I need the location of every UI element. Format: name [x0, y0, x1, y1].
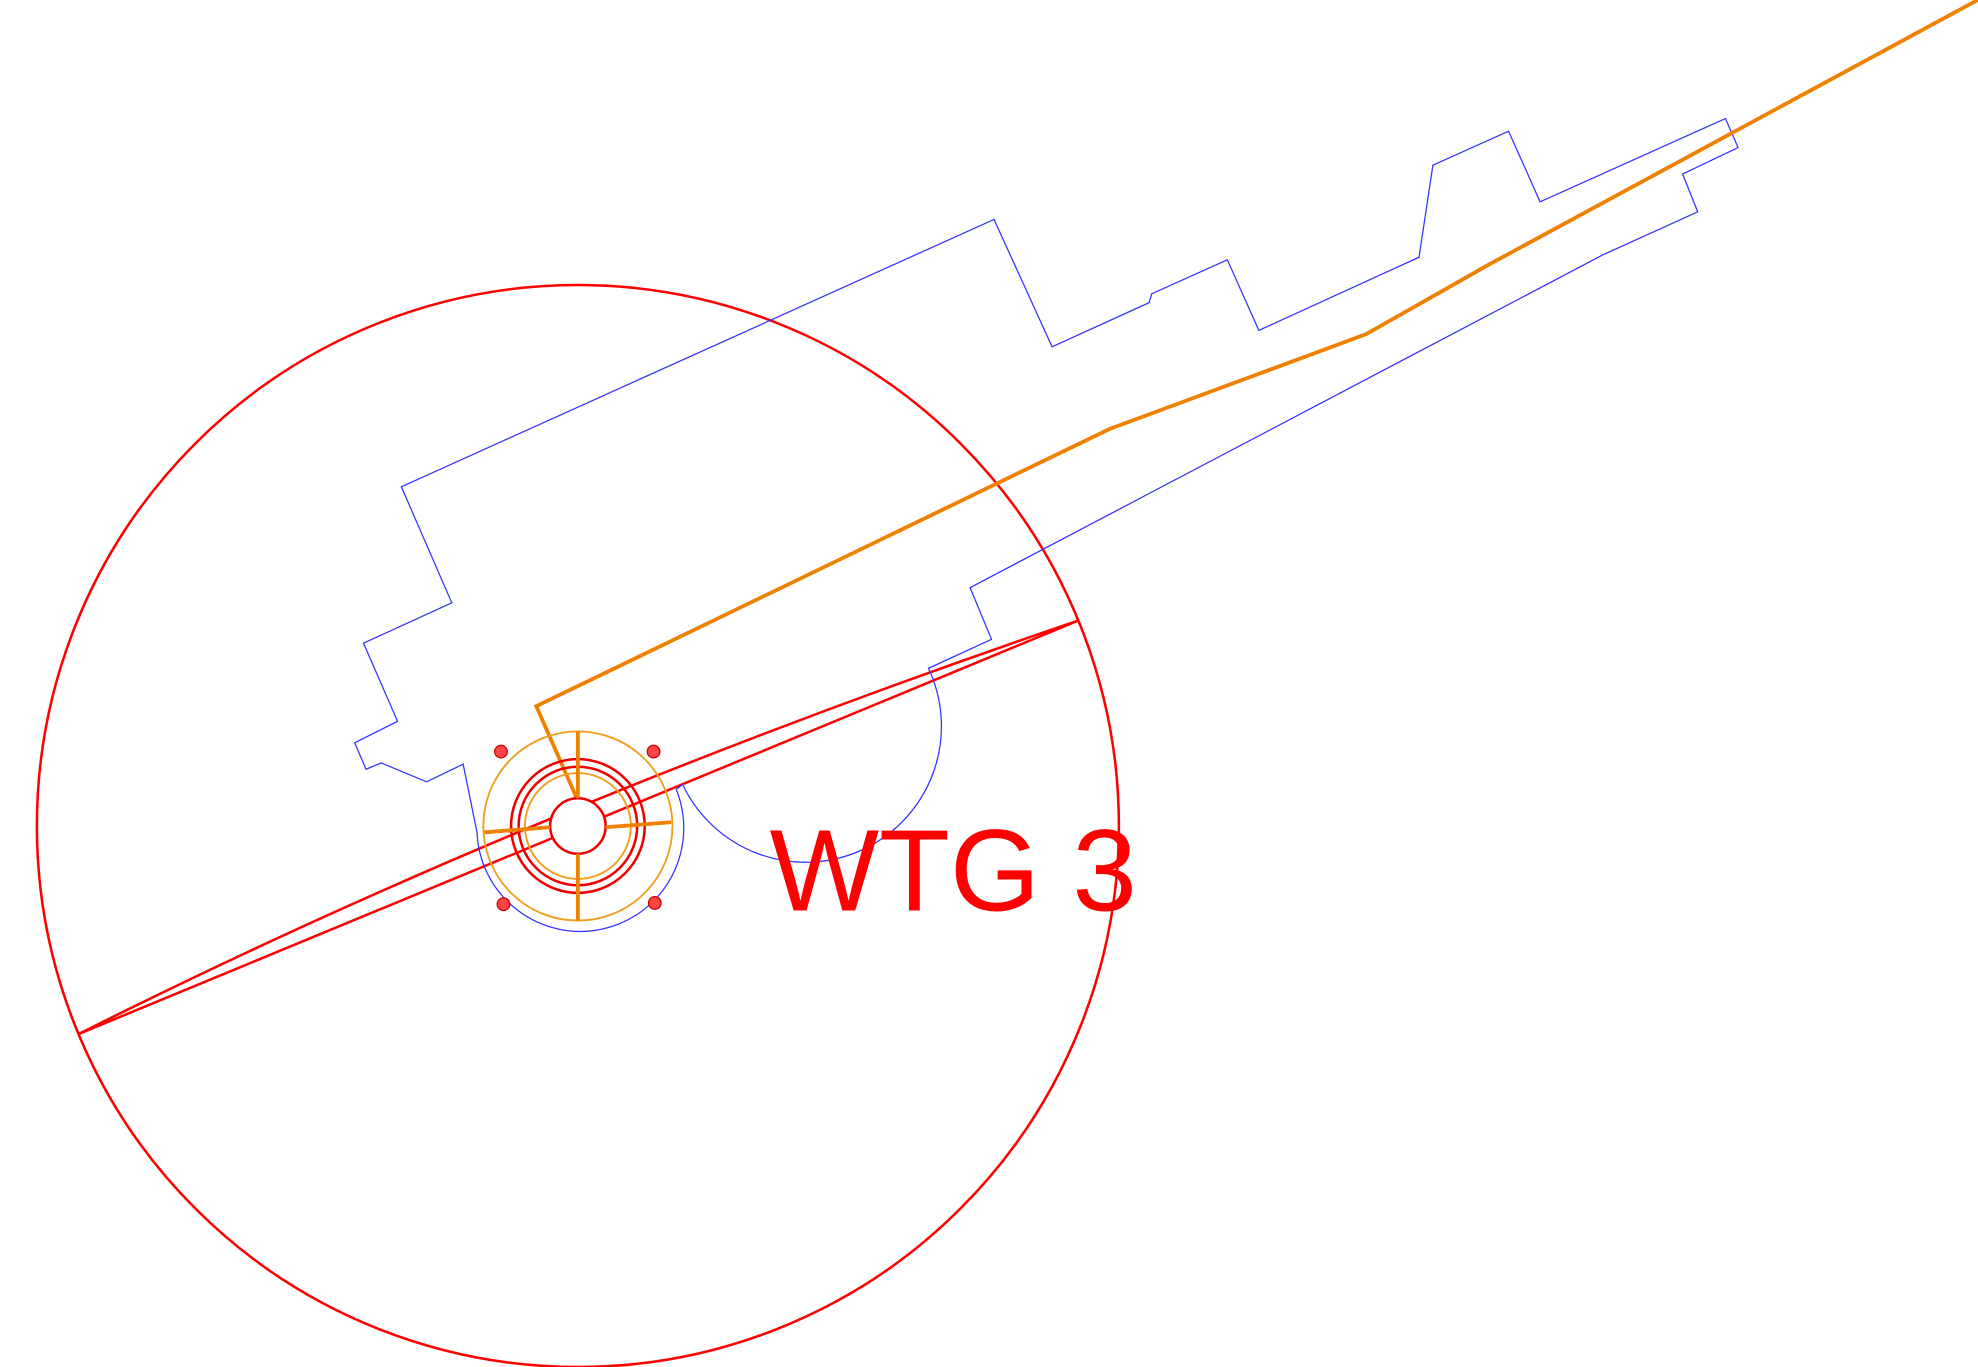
anchor [647, 895, 662, 910]
cable-route [533, 0, 1978, 802]
anchor [496, 897, 511, 912]
turbine-label: WTG 3 [770, 805, 1137, 935]
turbine-spokes [484, 731, 672, 921]
anchor [646, 744, 661, 759]
turbine [482, 730, 674, 922]
anchor [494, 744, 508, 759]
turbine-core [548, 796, 607, 856]
rotor-circle [35, 283, 1120, 1367]
site-boundary [353, 117, 1739, 933]
